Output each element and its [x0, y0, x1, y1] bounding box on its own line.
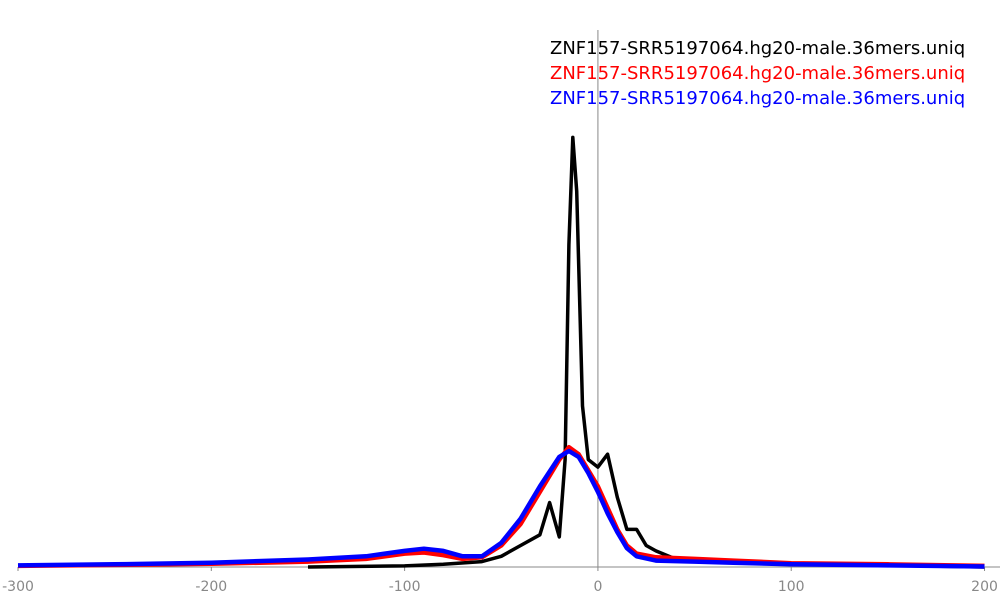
legend-label: ZNF157-SRR5197064.hg20-male.36mers.uniq: [550, 63, 965, 84]
x-tick-label: 100: [778, 579, 805, 595]
x-tick-label: -100: [389, 579, 421, 595]
series-line: [307, 135, 985, 569]
legend-label: ZNF157-SRR5197064.hg20-male.36mers.uniq: [550, 88, 965, 109]
series-line: [17, 448, 985, 569]
series-line: [17, 444, 985, 569]
x-tick-label: 200: [971, 579, 998, 595]
x-tick-label: -200: [195, 579, 227, 595]
x-tick-label: -300: [2, 579, 34, 595]
x-tick-label: 0: [593, 579, 602, 595]
legend-label: ZNF157-SRR5197064.hg20-male.36mers.uniq: [550, 38, 965, 59]
